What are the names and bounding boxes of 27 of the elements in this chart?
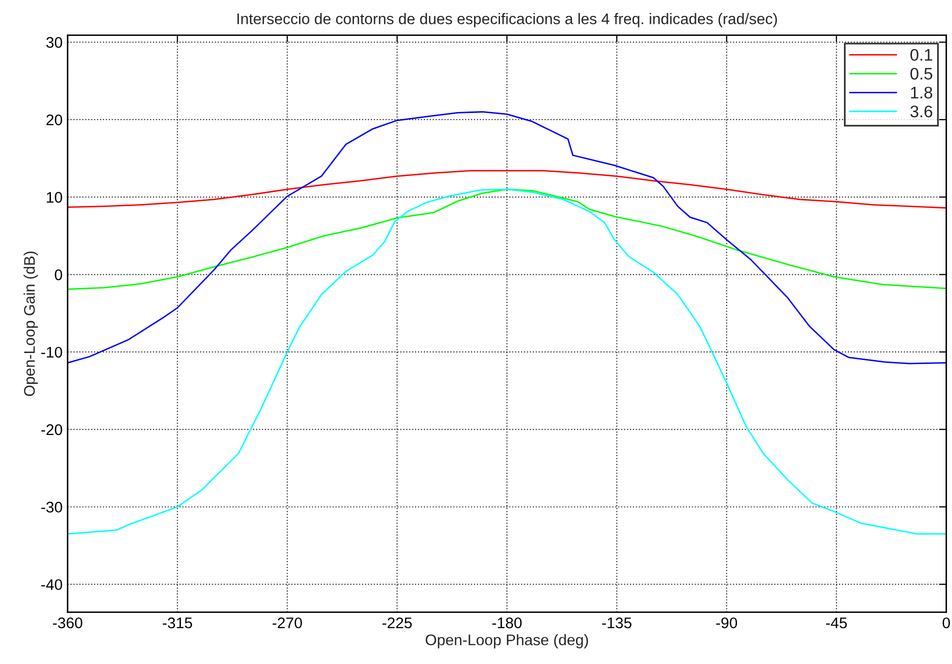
line-series xyxy=(68,170,946,209)
x-tick-label: -90 xyxy=(716,617,738,628)
x-tick-label: -360 xyxy=(52,617,82,628)
legend-label: 1.8 xyxy=(911,86,932,99)
y-tick-label: -10 xyxy=(41,346,62,358)
chart-title: Interseccio de contorns de dues especificacions a les 4 freq. indicades (rad/sec) xyxy=(237,13,777,28)
line-series xyxy=(68,188,946,535)
y-tick-label: 10 xyxy=(46,192,62,203)
x-tick-label: -45 xyxy=(826,618,847,628)
y-tick-label: 20 xyxy=(46,114,62,126)
x-tick-label: -315 xyxy=(162,617,192,628)
y-tick-label: 0 xyxy=(54,269,62,280)
legend-label: 0.1 xyxy=(910,48,932,61)
y-tick-label: 30 xyxy=(46,37,62,48)
x-axis-title: Open-Loop Phase (deg) xyxy=(426,634,588,648)
x-tick-label: -135 xyxy=(602,617,632,628)
legend-label: 0.5 xyxy=(910,68,932,80)
x-tick-label: 0 xyxy=(942,617,950,628)
y-axis-title: Open-Loop Gain (dB) xyxy=(24,252,38,396)
x-tick-label: -180 xyxy=(492,617,522,628)
y-tick-label: -40 xyxy=(41,579,62,590)
x-tick-label: -225 xyxy=(382,617,412,628)
x-tick-label: -270 xyxy=(272,617,302,628)
y-tick-label: -30 xyxy=(41,502,62,513)
line-series xyxy=(68,188,946,290)
legend-label: 3.6 xyxy=(910,106,932,118)
y-tick-label: -20 xyxy=(41,424,62,436)
